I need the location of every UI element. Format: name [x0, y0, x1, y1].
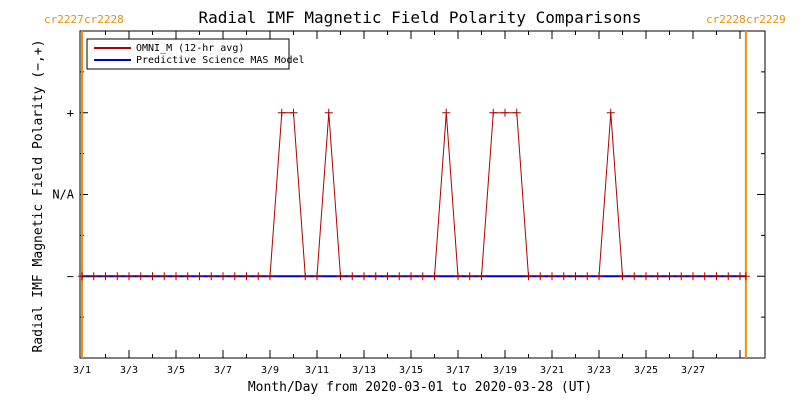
x-tick-label: 3/1	[73, 365, 91, 376]
x-tick-label: 3/5	[167, 365, 185, 376]
x-tick-label: 3/13	[352, 365, 376, 376]
plot-area: 3/1 3/3 3/5 3/7 3/9 3/11 3/13 3/15 3/17 3/19 3/21 3…	[52, 30, 766, 376]
x-tick-label: 3/11	[305, 365, 329, 376]
x-tick-label: 3/19	[493, 365, 517, 376]
y-tick-label: −	[67, 269, 74, 283]
x-tick-label: 3/9	[261, 365, 279, 376]
x-tick-label: 3/21	[540, 365, 564, 376]
x-tick-label: 3/23	[587, 365, 611, 376]
cr-left-label-b: cr2228	[84, 13, 124, 26]
legend-label-mas: Predictive Science MAS Model	[136, 55, 305, 66]
x-tick-label: 3/7	[214, 365, 232, 376]
cr-right-label-a: cr2228	[706, 13, 746, 26]
plot-frame	[79, 30, 766, 359]
legend: OMNI_M (12-hr avg) Predictive Science MA…	[86, 38, 305, 70]
omni-series-line	[82, 112, 746, 277]
x-tick-label: 3/3	[120, 365, 138, 376]
chart-title: Radial IMF Magnetic Field Polarity Compa…	[198, 8, 641, 27]
y-axis-label: Radial IMF Magnetic Field Polarity (−,+)	[31, 39, 46, 352]
x-axis-label: Month/Day from 2020-03-01 to 2020-03-28 …	[248, 380, 592, 395]
x-tick-label: 3/17	[446, 365, 470, 376]
cr-right-label-b: cr2229	[746, 13, 786, 26]
y-tick-label: N/A	[52, 188, 74, 202]
x-tick-label: 3/25	[634, 365, 658, 376]
legend-box	[86, 38, 290, 70]
y-tick-label: +	[67, 106, 74, 120]
legend-label-omni: OMNI_M (12-hr avg)	[136, 43, 244, 54]
x-tick-label: 3/15	[399, 365, 423, 376]
x-tick-label: 3/27	[681, 365, 705, 376]
cr-left-label-a: cr2227	[44, 13, 84, 26]
